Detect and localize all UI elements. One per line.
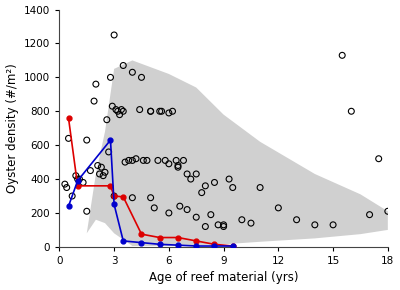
Point <box>138 75 145 80</box>
Point <box>175 165 181 170</box>
Point <box>239 218 245 222</box>
Point <box>226 177 232 181</box>
Point <box>376 156 382 161</box>
Point <box>74 177 81 181</box>
X-axis label: Age of reef material (yrs): Age of reef material (yrs) <box>149 271 298 284</box>
Point <box>208 212 214 217</box>
Point <box>220 222 227 227</box>
Point <box>293 218 300 222</box>
Point <box>109 104 116 108</box>
Point <box>348 109 354 114</box>
Point <box>193 215 200 220</box>
Point <box>87 168 94 173</box>
Point <box>162 158 168 163</box>
Point <box>148 109 154 114</box>
Point <box>91 99 97 104</box>
Point <box>120 109 126 114</box>
Point <box>114 109 121 114</box>
Point <box>169 109 176 114</box>
Point <box>177 204 183 209</box>
Point <box>94 163 101 168</box>
Point <box>102 170 108 175</box>
Point <box>215 222 221 227</box>
Point <box>193 172 200 176</box>
Point <box>62 182 68 186</box>
Point <box>129 70 136 75</box>
Point <box>155 158 161 163</box>
Point <box>166 162 172 166</box>
Point <box>202 224 208 229</box>
Point <box>144 158 150 163</box>
Point <box>107 75 114 80</box>
Point <box>385 209 391 214</box>
Point <box>180 158 187 163</box>
Point <box>166 211 172 215</box>
Point <box>339 53 346 58</box>
Point <box>93 82 99 86</box>
Point <box>230 185 236 190</box>
Point <box>248 221 254 225</box>
Point <box>173 158 179 163</box>
Point <box>111 33 117 37</box>
Point <box>122 160 128 164</box>
Point <box>148 195 154 200</box>
Point <box>156 109 163 114</box>
Point <box>175 163 181 168</box>
Point <box>211 180 218 185</box>
Point <box>184 172 190 176</box>
Point <box>113 107 119 112</box>
Point <box>366 212 373 217</box>
Point <box>73 173 79 178</box>
Point <box>140 158 146 163</box>
Point <box>76 177 83 181</box>
Point <box>158 109 165 114</box>
Point <box>106 150 112 154</box>
Point <box>69 194 75 198</box>
Point <box>65 136 72 141</box>
Point <box>184 207 190 212</box>
Point <box>120 63 126 68</box>
Point <box>129 158 136 163</box>
Point <box>148 109 154 114</box>
Point <box>126 158 132 163</box>
Y-axis label: Oyster density (#/m²): Oyster density (#/m²) <box>6 63 18 193</box>
Point <box>116 112 123 117</box>
Point <box>188 177 194 181</box>
Point <box>84 138 90 142</box>
Point <box>220 224 227 229</box>
Point <box>111 194 117 198</box>
Point <box>84 209 90 214</box>
Point <box>330 222 336 227</box>
Polygon shape <box>87 60 388 246</box>
Point <box>198 190 205 195</box>
Point <box>312 222 318 227</box>
Point <box>133 156 139 161</box>
Point <box>80 180 86 185</box>
Point <box>275 206 282 210</box>
Point <box>166 110 172 115</box>
Point <box>202 184 208 188</box>
Point <box>98 165 104 170</box>
Point <box>104 117 110 122</box>
Point <box>64 185 70 190</box>
Point <box>96 172 103 176</box>
Point <box>118 107 125 112</box>
Point <box>257 185 263 190</box>
Point <box>129 195 136 200</box>
Point <box>151 206 158 210</box>
Point <box>136 107 143 112</box>
Point <box>100 173 106 178</box>
